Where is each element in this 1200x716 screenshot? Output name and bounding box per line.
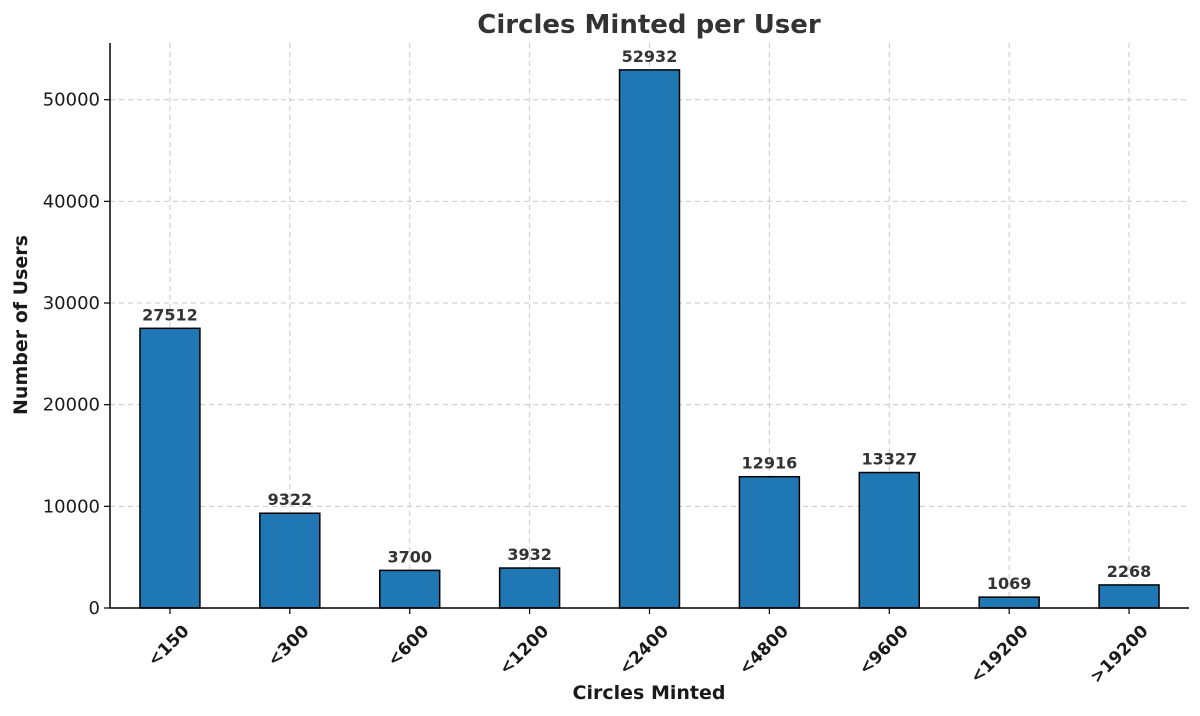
x-tick-label: >19200 (1087, 621, 1153, 687)
data-label: 13327 (861, 450, 917, 469)
x-tick-label: <150 (144, 621, 193, 670)
y-tick-label: 0 (89, 598, 100, 619)
bars (139, 69, 1160, 609)
data-label: 2268 (1107, 562, 1152, 581)
x-tick-label: <300 (264, 621, 313, 670)
x-tick-label: <4800 (735, 621, 793, 679)
bar (858, 471, 920, 609)
data-label: 3700 (387, 547, 432, 566)
bar (498, 567, 561, 609)
data-label: 9322 (268, 490, 313, 509)
bar (978, 596, 1040, 609)
data-label: 52932 (622, 47, 678, 66)
x-tick-label: <19200 (967, 621, 1033, 687)
x-tick-label: <1200 (495, 621, 553, 679)
y-tick-label: 40000 (43, 191, 100, 212)
x-tick-label: <9600 (855, 621, 913, 679)
x-axis-label: Circles Minted (573, 682, 726, 704)
data-label: 27512 (142, 305, 198, 324)
chart-title: Circles Minted per User (477, 10, 821, 40)
y-tick-label: 50000 (43, 90, 100, 111)
data-label: 1069 (987, 574, 1032, 593)
y-tick-label: 10000 (43, 496, 100, 517)
bar (379, 569, 441, 609)
data-label: 3932 (507, 545, 552, 564)
bar (1098, 584, 1160, 609)
bar (259, 512, 321, 609)
y-tick-label: 30000 (43, 293, 100, 314)
data-label: 12916 (742, 454, 798, 473)
y-axis-ticks: 0 10000 20000 30000 40000 50000 (43, 90, 110, 619)
x-axis-ticks: <150 <300 <600 <1200 <2400 <4800 <9600 <19200 >1… (144, 608, 1153, 687)
bar (139, 327, 201, 609)
bar (738, 475, 801, 609)
data-labels: 27512 9322 3700 3932 52932 12916 13327 1069 2268 (142, 47, 1151, 593)
x-tick-label: <600 (384, 621, 433, 670)
y-tick-label: 20000 (43, 395, 100, 416)
y-axis-label: Number of Users (10, 235, 32, 415)
x-tick-label: <2400 (615, 621, 673, 679)
bar (618, 69, 681, 609)
